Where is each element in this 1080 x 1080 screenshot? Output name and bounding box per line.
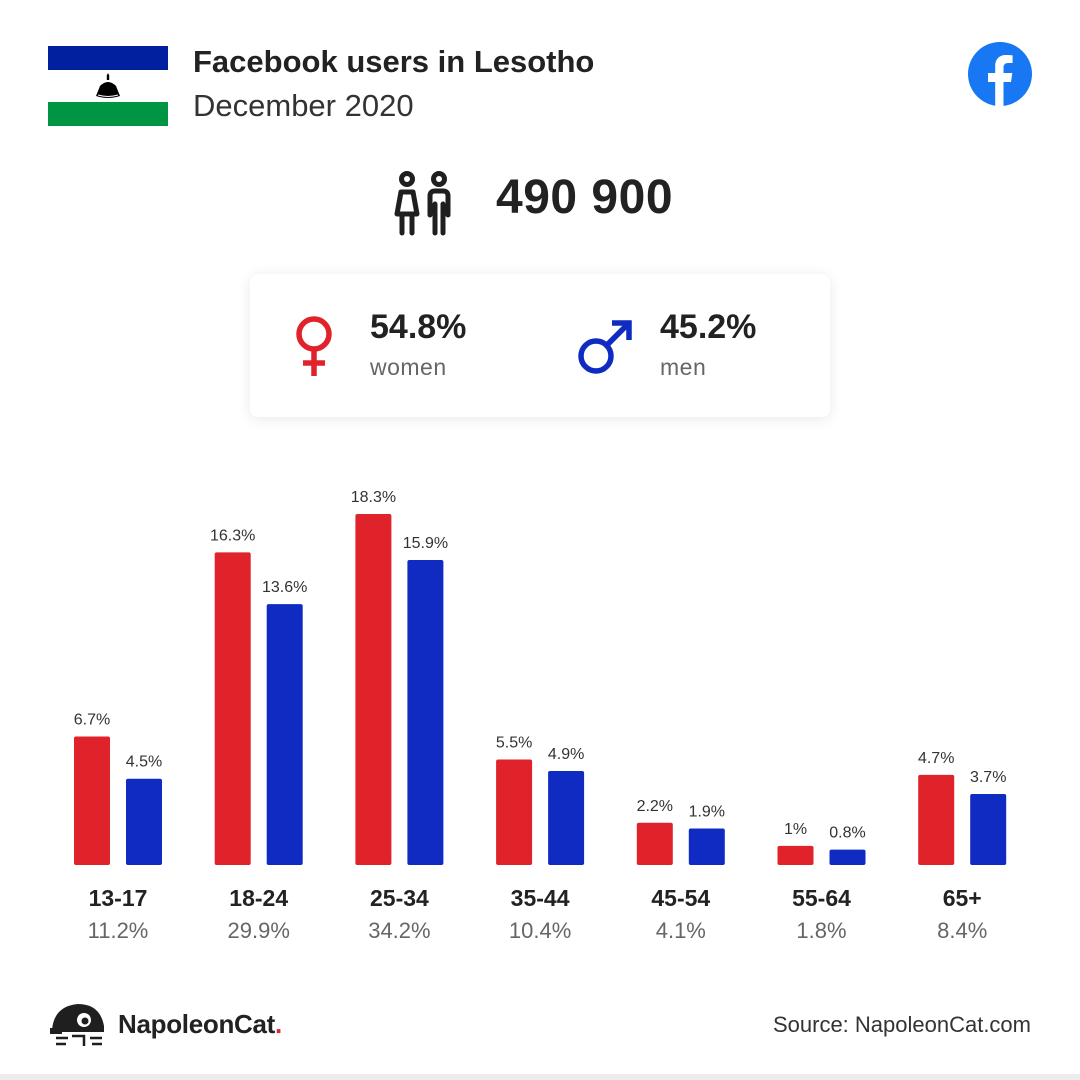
bar-value-label: 3.7% <box>970 769 1006 786</box>
age-category-total: 11.2% <box>88 918 149 943</box>
napoleoncat-logo-icon <box>50 1004 104 1046</box>
facebook-logo-icon <box>968 42 1032 106</box>
bar-value-label: 5.5% <box>496 735 532 752</box>
men-percent: 45.2% <box>660 308 757 346</box>
bar-65+-women <box>918 774 955 865</box>
bar-18-24-women <box>214 552 251 865</box>
women-label: women <box>370 354 447 380</box>
female-symbol-icon <box>296 316 332 376</box>
age-category-total: 1.8% <box>796 918 846 943</box>
bar-45-54-men <box>688 828 725 865</box>
footer-divider <box>0 1074 1080 1080</box>
age-category-label: 13-17 <box>89 885 148 911</box>
page-subtitle: December 2020 <box>193 88 414 123</box>
women-percent: 54.8% <box>370 308 467 346</box>
bar-55-64-women <box>777 845 814 865</box>
total-users: 490 900 <box>496 171 674 224</box>
men-label: men <box>660 354 707 380</box>
age-category-total: 8.4% <box>937 918 987 943</box>
bar-25-34-men <box>407 560 444 865</box>
age-category-total: 10.4% <box>509 918 571 943</box>
age-category-label: 65+ <box>943 885 982 911</box>
age-category-total: 29.9% <box>228 918 290 943</box>
bar-value-label: 15.9% <box>403 535 448 552</box>
bar-value-label: 4.7% <box>918 750 954 767</box>
bar-value-label: 1% <box>784 821 807 838</box>
lesotho-flag-icon <box>48 46 168 126</box>
age-distribution-chart: 6.7% 4.5% 13-17 11.2% 16.3% 13.6% 18-24 29.9% 18… <box>74 489 1007 943</box>
age-category-label: 55-64 <box>792 885 851 911</box>
bar-value-label: 18.3% <box>351 489 396 506</box>
age-category-label: 25-34 <box>370 885 429 911</box>
users-icon <box>394 171 451 236</box>
bar-value-label: 1.9% <box>689 804 725 821</box>
age-category-label: 45-54 <box>651 885 710 911</box>
bar-55-64-men <box>829 849 866 865</box>
bar-value-label: 4.5% <box>126 754 162 771</box>
brand-name: NapoleonCat. <box>118 1009 282 1039</box>
bar-45-54-women <box>636 822 673 865</box>
bar-value-label: 6.7% <box>74 711 110 728</box>
bar-35-44-women <box>496 759 533 865</box>
bar-35-44-men <box>548 771 585 865</box>
bar-value-label: 0.8% <box>829 825 865 842</box>
bar-18-24-men <box>266 604 303 865</box>
bar-value-label: 4.9% <box>548 746 584 763</box>
bar-13-17-women <box>74 736 110 865</box>
source-credit: Source: NapoleonCat.com <box>772 1012 1031 1037</box>
bar-value-label: 16.3% <box>210 527 255 544</box>
age-category-total: 34.2% <box>368 918 430 943</box>
bar-value-label: 2.2% <box>637 798 673 815</box>
bar-65+-men <box>970 794 1007 865</box>
bar-13-17-men <box>126 778 162 865</box>
age-category-label: 35-44 <box>511 885 570 911</box>
age-category-label: 18-24 <box>229 885 288 911</box>
page-title: Facebook users in Lesotho <box>193 44 595 79</box>
gender-split-card: 54.8% women 45.2% men <box>250 274 830 417</box>
bar-value-label: 13.6% <box>262 579 307 596</box>
male-symbol-icon <box>578 320 632 374</box>
bar-25-34-women <box>355 514 392 865</box>
age-category-total: 4.1% <box>656 918 706 943</box>
